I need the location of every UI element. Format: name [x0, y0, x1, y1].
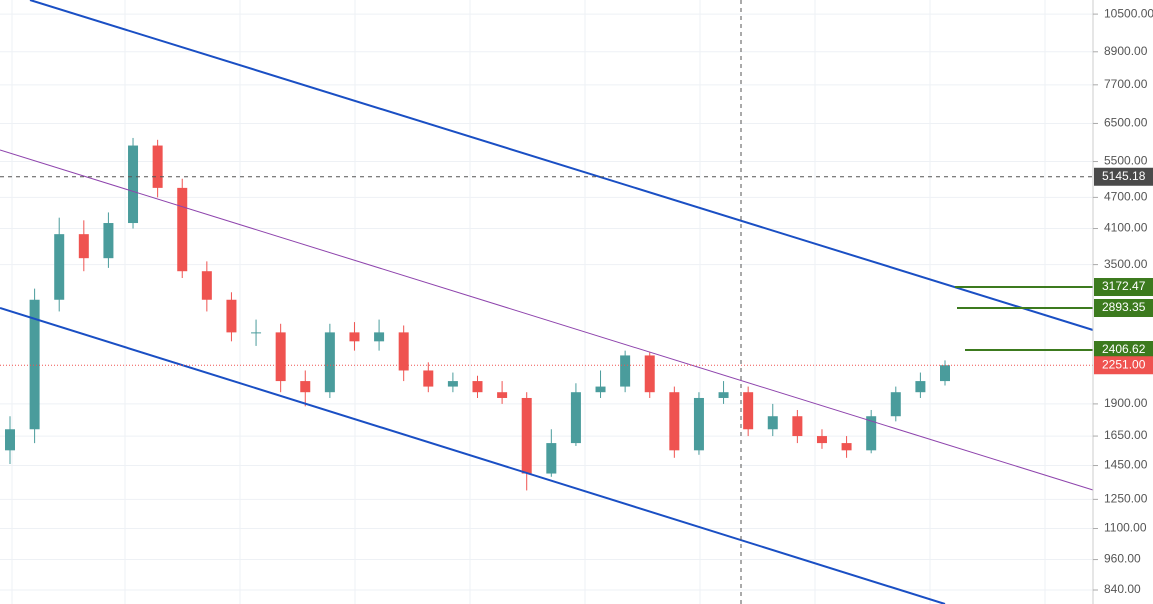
candle-body — [693, 397, 704, 451]
y-tick-label: 840.00 — [1104, 582, 1141, 596]
candle-body — [669, 392, 680, 451]
candle-body — [866, 416, 877, 451]
y-tick-label: 960.00 — [1104, 552, 1141, 566]
candle-body — [644, 355, 655, 393]
y-tick-label: 1450.00 — [1104, 458, 1148, 472]
candle-body — [620, 355, 631, 387]
candle-body — [816, 436, 827, 444]
candle-body — [54, 234, 65, 300]
y-tick-label: 10500.00 — [1104, 6, 1153, 20]
candle-body — [251, 332, 262, 334]
candle-body — [103, 223, 114, 259]
y-tick-label: 1900.00 — [1104, 396, 1148, 410]
candle-body — [940, 365, 950, 382]
candle-body — [718, 392, 729, 398]
y-tick-label: 7700.00 — [1104, 77, 1148, 91]
levels — [0, 176, 1093, 366]
candle-body — [128, 145, 139, 224]
price-label-box — [1094, 356, 1153, 375]
candle-body — [570, 392, 581, 444]
candle-body — [349, 332, 360, 342]
candles — [5, 137, 950, 491]
price-label-box — [1094, 167, 1153, 186]
trend-line — [0, 149, 1094, 491]
candle-body — [497, 392, 508, 398]
candle-body — [152, 145, 163, 188]
candle-body — [546, 443, 557, 474]
price-label-box — [1094, 278, 1153, 297]
price-axis: 10500.00 8900.00 7700.00 6500.00 5500.00 4700… — [1093, 6, 1153, 596]
candle-body — [915, 381, 926, 393]
candle-body — [447, 381, 458, 387]
candle-body — [423, 370, 434, 387]
candle-body — [743, 392, 754, 430]
candle-body — [521, 397, 532, 474]
candle-body — [275, 332, 286, 382]
trend-line — [29, 0, 1094, 331]
candle-body — [5, 429, 15, 451]
y-tick-label: 1250.00 — [1104, 492, 1148, 506]
y-tick-label: 5500.00 — [1104, 154, 1148, 168]
y-tick-label: 8900.00 — [1104, 44, 1148, 58]
candle-body — [398, 332, 409, 371]
candle-body — [201, 271, 212, 300]
y-tick-label: 1100.00 — [1104, 521, 1147, 535]
price-label-box — [1094, 299, 1153, 318]
candle-body — [841, 443, 852, 451]
price-label-box — [1094, 341, 1153, 360]
candle-body — [792, 416, 803, 437]
trend-line — [0, 307, 946, 604]
price-label: 2893.35 — [1102, 300, 1146, 314]
price-label: 5145.18 — [1102, 169, 1146, 183]
candle-body — [324, 332, 335, 393]
y-tick-label: 1650.00 — [1104, 428, 1148, 442]
y-tick-label: 6500.00 — [1104, 116, 1148, 130]
candle-body — [78, 234, 89, 259]
candle-body — [374, 332, 385, 342]
y-tick-label: 4100.00 — [1104, 221, 1148, 235]
candle-body — [300, 381, 311, 393]
candle-body — [595, 386, 606, 393]
price-label: 2251.00 — [1102, 357, 1146, 371]
price-label: 2406.62 — [1102, 342, 1146, 356]
candle-body — [177, 187, 188, 272]
candle-body — [226, 299, 237, 333]
y-tick-label: 4700.00 — [1104, 190, 1148, 204]
candle-body — [29, 299, 40, 430]
candle-body — [767, 416, 778, 430]
y-tick-label: 3500.00 — [1104, 257, 1148, 271]
price-label: 3172.47 — [1102, 279, 1146, 293]
candle-body — [472, 381, 483, 393]
candle-body — [890, 392, 901, 417]
